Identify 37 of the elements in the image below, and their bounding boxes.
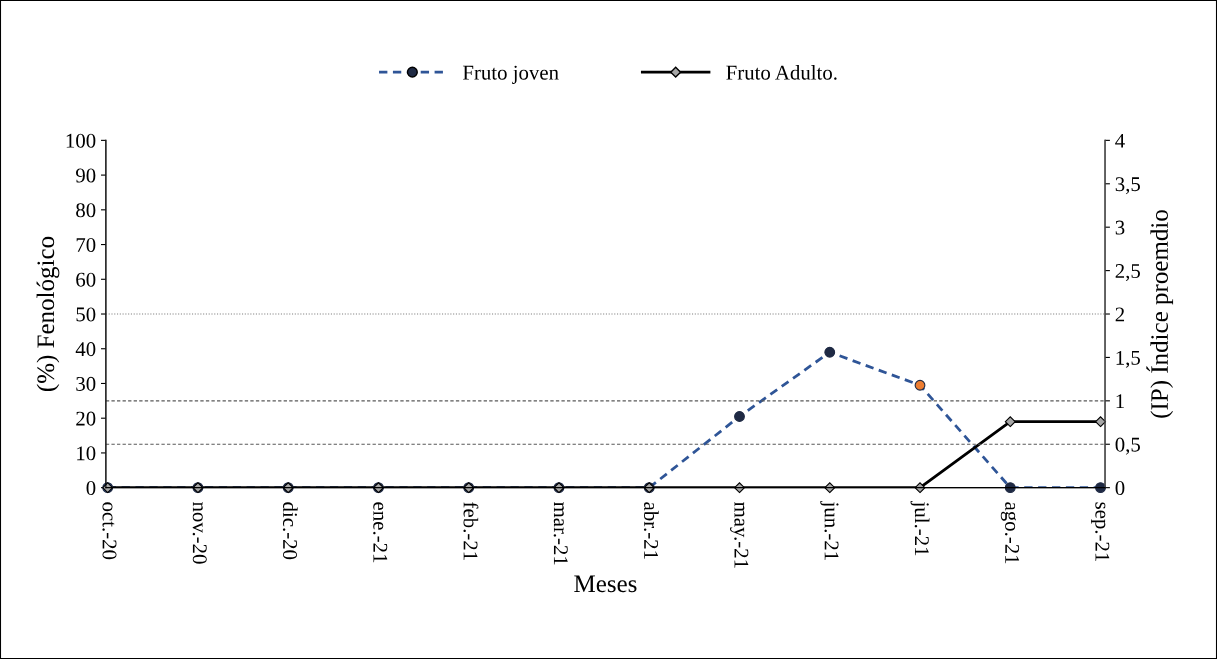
x-tick-label: dic.-20 (282, 502, 298, 560)
legend-label: Fruto joven (462, 65, 559, 84)
y2-tick-label: 0 (1115, 481, 1125, 496)
y2-tick-label: 0,5 (1115, 437, 1140, 455)
x-tick-label: oct.-20 (102, 502, 117, 560)
x-tick-label: abr.-21 (643, 502, 659, 559)
y2-tick-label: 3,5 (1115, 177, 1140, 195)
x-axis-title: Meses (574, 575, 637, 593)
y2-tick-label: 1 (1116, 394, 1124, 409)
y-tick-label: 80 (76, 203, 96, 218)
y-tick-label: 10 (77, 446, 96, 461)
x-tick-label: ene.-21 (373, 502, 388, 563)
y-tick-label: 70 (76, 237, 96, 252)
x-tick-label: may.-21 (730, 501, 749, 568)
y2-tick-label: 1,5 (1116, 350, 1140, 368)
y2-tick-label: 2 (1115, 307, 1125, 322)
x-tick-label: jul.-21 (910, 500, 930, 556)
legend-label: Fruto Adulto. (726, 65, 837, 80)
y2-tick-label: 2,5 (1115, 264, 1140, 282)
y-tick-label: 20 (76, 411, 96, 426)
y-tick-label: 90 (75, 168, 96, 183)
y2-tick-label: 3 (1115, 220, 1125, 235)
y-tick-label: 30 (76, 376, 96, 391)
x-tick-label: feb.-21 (463, 502, 479, 560)
y-tick-label: 40 (75, 342, 96, 357)
x-tick-label: jun.-21 (820, 500, 839, 560)
y2-tick-label: 4 (1115, 133, 1125, 148)
y-tick-label: 50 (76, 307, 96, 322)
x-tick-label: sep.-21 (1091, 502, 1110, 562)
x-tick-label: ago.-21 (1000, 502, 1020, 564)
y-tick-label: 0 (86, 481, 96, 496)
y2-axis-title: (IP) Índice proemdio (1146, 210, 1174, 418)
y-tick-label: 100 (66, 133, 96, 148)
y-tick-label: 60 (76, 272, 96, 287)
y-axis-title: (%) Fenológico (36, 236, 60, 392)
x-tick-label: nov.-20 (192, 502, 207, 564)
x-tick-label: mar.-21 (553, 501, 568, 565)
